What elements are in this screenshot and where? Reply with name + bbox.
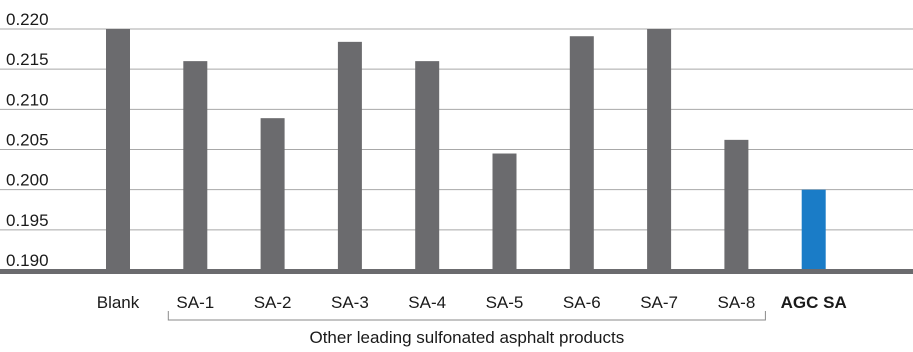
bar-sa-7 [647, 29, 672, 270]
x-tick-label: SA-3 [331, 293, 369, 312]
x-tick-label: SA-1 [176, 293, 214, 312]
x-axis-labels: Blank SA-1 SA-2 SA-3 SA-4 SA-5 SA-6 SA-7 SA-8 AGC… [97, 293, 847, 312]
x-axis-line [0, 269, 913, 274]
bar-agc-sa [801, 189, 826, 270]
grid-lines [0, 28, 913, 231]
group-bracket-line [167, 311, 766, 321]
bar-sa-3 [337, 41, 362, 270]
y-tick-label: 0.190 [6, 251, 49, 270]
x-tick-label: Blank [97, 293, 140, 312]
bars [106, 29, 826, 271]
group-bracket-label: Other leading sulfonated asphalt product… [309, 328, 624, 347]
x-tick-label: SA-8 [718, 293, 756, 312]
group-bracket: Other leading sulfonated asphalt product… [167, 311, 766, 347]
bar-sa-2 [260, 118, 285, 270]
x-axis [0, 269, 913, 274]
y-tick-label: 0.220 [6, 10, 49, 29]
x-tick-label: SA-2 [254, 293, 292, 312]
bar-sa-8 [724, 139, 749, 270]
x-tick-label: SA-6 [563, 293, 601, 312]
bar-sa-6 [569, 36, 594, 271]
x-tick-label: SA-5 [486, 293, 524, 312]
bar-blank [106, 29, 130, 270]
y-tick-label: 0.210 [6, 90, 49, 109]
y-tick-label: 0.215 [6, 50, 49, 69]
bar-sa-4 [415, 61, 440, 271]
x-tick-label: SA-7 [640, 293, 678, 312]
y-axis-ticks: 0.220 0.215 0.210 0.205 0.200 0.195 0.190 [6, 10, 49, 270]
y-tick-label: 0.195 [6, 211, 49, 230]
x-tick-label: AGC SA [781, 293, 847, 312]
y-tick-label: 0.205 [6, 131, 49, 150]
x-tick-label: SA-4 [408, 293, 446, 312]
bar-sa-1 [183, 61, 208, 271]
y-tick-label: 0.200 [6, 171, 49, 190]
bar-sa-5 [492, 153, 517, 270]
